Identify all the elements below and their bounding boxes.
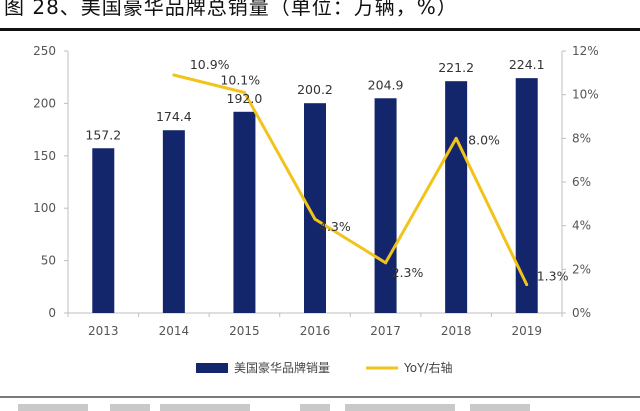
x-tick-label: 2016 (300, 324, 331, 338)
left-tick-label: 0 (48, 306, 56, 320)
right-tick-label: 4% (572, 219, 591, 233)
left-tick-label: 250 (33, 44, 56, 58)
yoy-point (172, 73, 176, 77)
bar (515, 78, 538, 313)
yoy-value-label: 8.0% (468, 132, 500, 147)
right-tick-label: 0% (572, 306, 591, 320)
bar-value-label: 174.4 (156, 109, 192, 124)
bar (92, 148, 115, 313)
yoy-value-label: 10.9% (190, 57, 230, 72)
yoy-value-label: 4.3% (319, 219, 351, 234)
yoy-point (313, 217, 317, 221)
left-tick-label: 50 (41, 254, 56, 268)
right-tick-label: 8% (572, 131, 591, 145)
x-tick-label: 2013 (88, 324, 119, 338)
chart-legend: 美国豪华品牌销量 YoY/右轴 (196, 360, 452, 375)
bottom-rule (0, 396, 640, 398)
bar-value-label: 200.2 (297, 82, 333, 97)
figure-title-bar: 图 28、美国豪华品牌总销量（单位：万辆，%） (0, 0, 640, 28)
right-tick-label: 10% (572, 88, 599, 102)
yoy-point (454, 136, 458, 140)
x-tick-label: 2014 (159, 324, 190, 338)
figure-title: 图 28、美国豪华品牌总销量（单位：万辆，%） (4, 0, 458, 19)
right-tick-label: 6% (572, 175, 591, 189)
bar (374, 98, 397, 313)
bar-value-label: 204.9 (368, 77, 404, 92)
bar-series (92, 78, 538, 313)
bar (445, 81, 468, 313)
bar-value-label: 192.0 (227, 91, 263, 106)
bar (304, 103, 326, 313)
line-series (172, 73, 529, 287)
legend-label-bar: 美国豪华品牌销量 (234, 360, 330, 375)
bar (233, 111, 256, 313)
bar-value-label: 221.2 (438, 60, 474, 75)
yoy-value-label: 10.1% (220, 72, 260, 87)
legend-label-line: YoY/右轴 (403, 360, 452, 375)
yoy-line (173, 73, 529, 286)
left-tick-label: 100 (33, 201, 56, 215)
x-tick-label: 2019 (511, 324, 542, 338)
title-rule (0, 28, 640, 31)
bar (162, 130, 185, 313)
bar-value-label: 157.2 (85, 127, 121, 142)
x-tick-label: 2018 (441, 324, 472, 338)
yoy-point (242, 90, 246, 94)
x-tick-label: 2017 (370, 324, 401, 338)
legend-swatch-bar (196, 363, 228, 373)
left-tick-label: 200 (33, 96, 56, 110)
left-tick-label: 150 (33, 149, 56, 163)
right-tick-label: 12% (572, 44, 599, 58)
yoy-point (525, 283, 529, 287)
yoy-value-label: 1.3% (537, 269, 569, 284)
right-tick-label: 2% (572, 262, 591, 276)
yoy-point (384, 261, 388, 265)
footer-strip (0, 402, 640, 411)
bar-value-label: 224.1 (509, 57, 545, 72)
chart-axes: 0 50 100 150 200 250 0% 2% 4% 6% 8% 10% 12% 2013 2014 2… (33, 44, 599, 338)
yoy-value-label: 2.3% (392, 265, 424, 280)
x-tick-label: 2015 (229, 324, 260, 338)
data-labels: 157.2 174.4 192.0 200.2 204.9 221.2 224.1 10.9%… (85, 57, 568, 284)
